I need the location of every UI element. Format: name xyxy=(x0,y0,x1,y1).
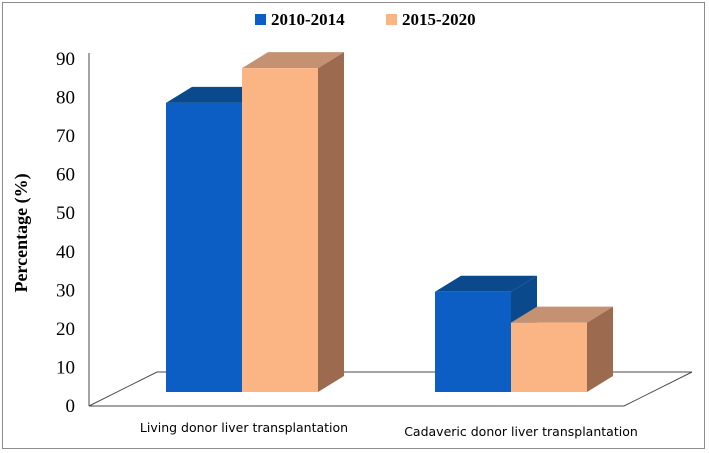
bar xyxy=(166,102,242,392)
y-tick-label: 0 xyxy=(66,396,76,417)
y-tick-label: 60 xyxy=(56,165,75,186)
bar-side xyxy=(318,52,344,393)
bar xyxy=(511,322,587,392)
category-labels: Living donor liver transplantation Cadave… xyxy=(140,420,638,439)
legend-label: 2015-2020 xyxy=(402,10,476,29)
y-axis-ticks: 0 10 20 30 40 50 60 70 80 90 xyxy=(56,49,75,417)
y-tick-label: 50 xyxy=(56,203,75,224)
category-label: Cadaveric donor liver transplantation xyxy=(404,424,638,439)
y-tick-label: 90 xyxy=(56,49,75,70)
y-tick-label: 40 xyxy=(56,242,75,263)
y-axis-label: Percentage (%) xyxy=(11,173,32,292)
bar-top xyxy=(511,306,613,323)
y-tick-label: 80 xyxy=(56,88,75,109)
y-tick-label: 20 xyxy=(56,319,75,340)
category-label: Living donor liver transplantation xyxy=(140,420,348,435)
bar xyxy=(242,68,318,392)
bars xyxy=(166,52,613,393)
bar-top xyxy=(435,275,537,292)
legend: 2010-2014 2015-2020 xyxy=(255,10,476,29)
bar-side xyxy=(587,306,613,392)
legend-swatch xyxy=(255,14,266,25)
y-tick-label: 70 xyxy=(56,126,75,147)
chart-frame: 0 10 20 30 40 50 60 70 80 90 Living donor liver t… xyxy=(2,2,705,449)
bar xyxy=(435,291,511,392)
bar-top xyxy=(242,52,344,69)
bar-chart: 0 10 20 30 40 50 60 70 80 90 Living donor liver t… xyxy=(11,10,693,439)
legend-label: 2010-2014 xyxy=(271,10,345,29)
legend-swatch xyxy=(386,14,397,25)
y-tick-label: 10 xyxy=(56,357,75,378)
y-tick-label: 30 xyxy=(56,280,75,301)
